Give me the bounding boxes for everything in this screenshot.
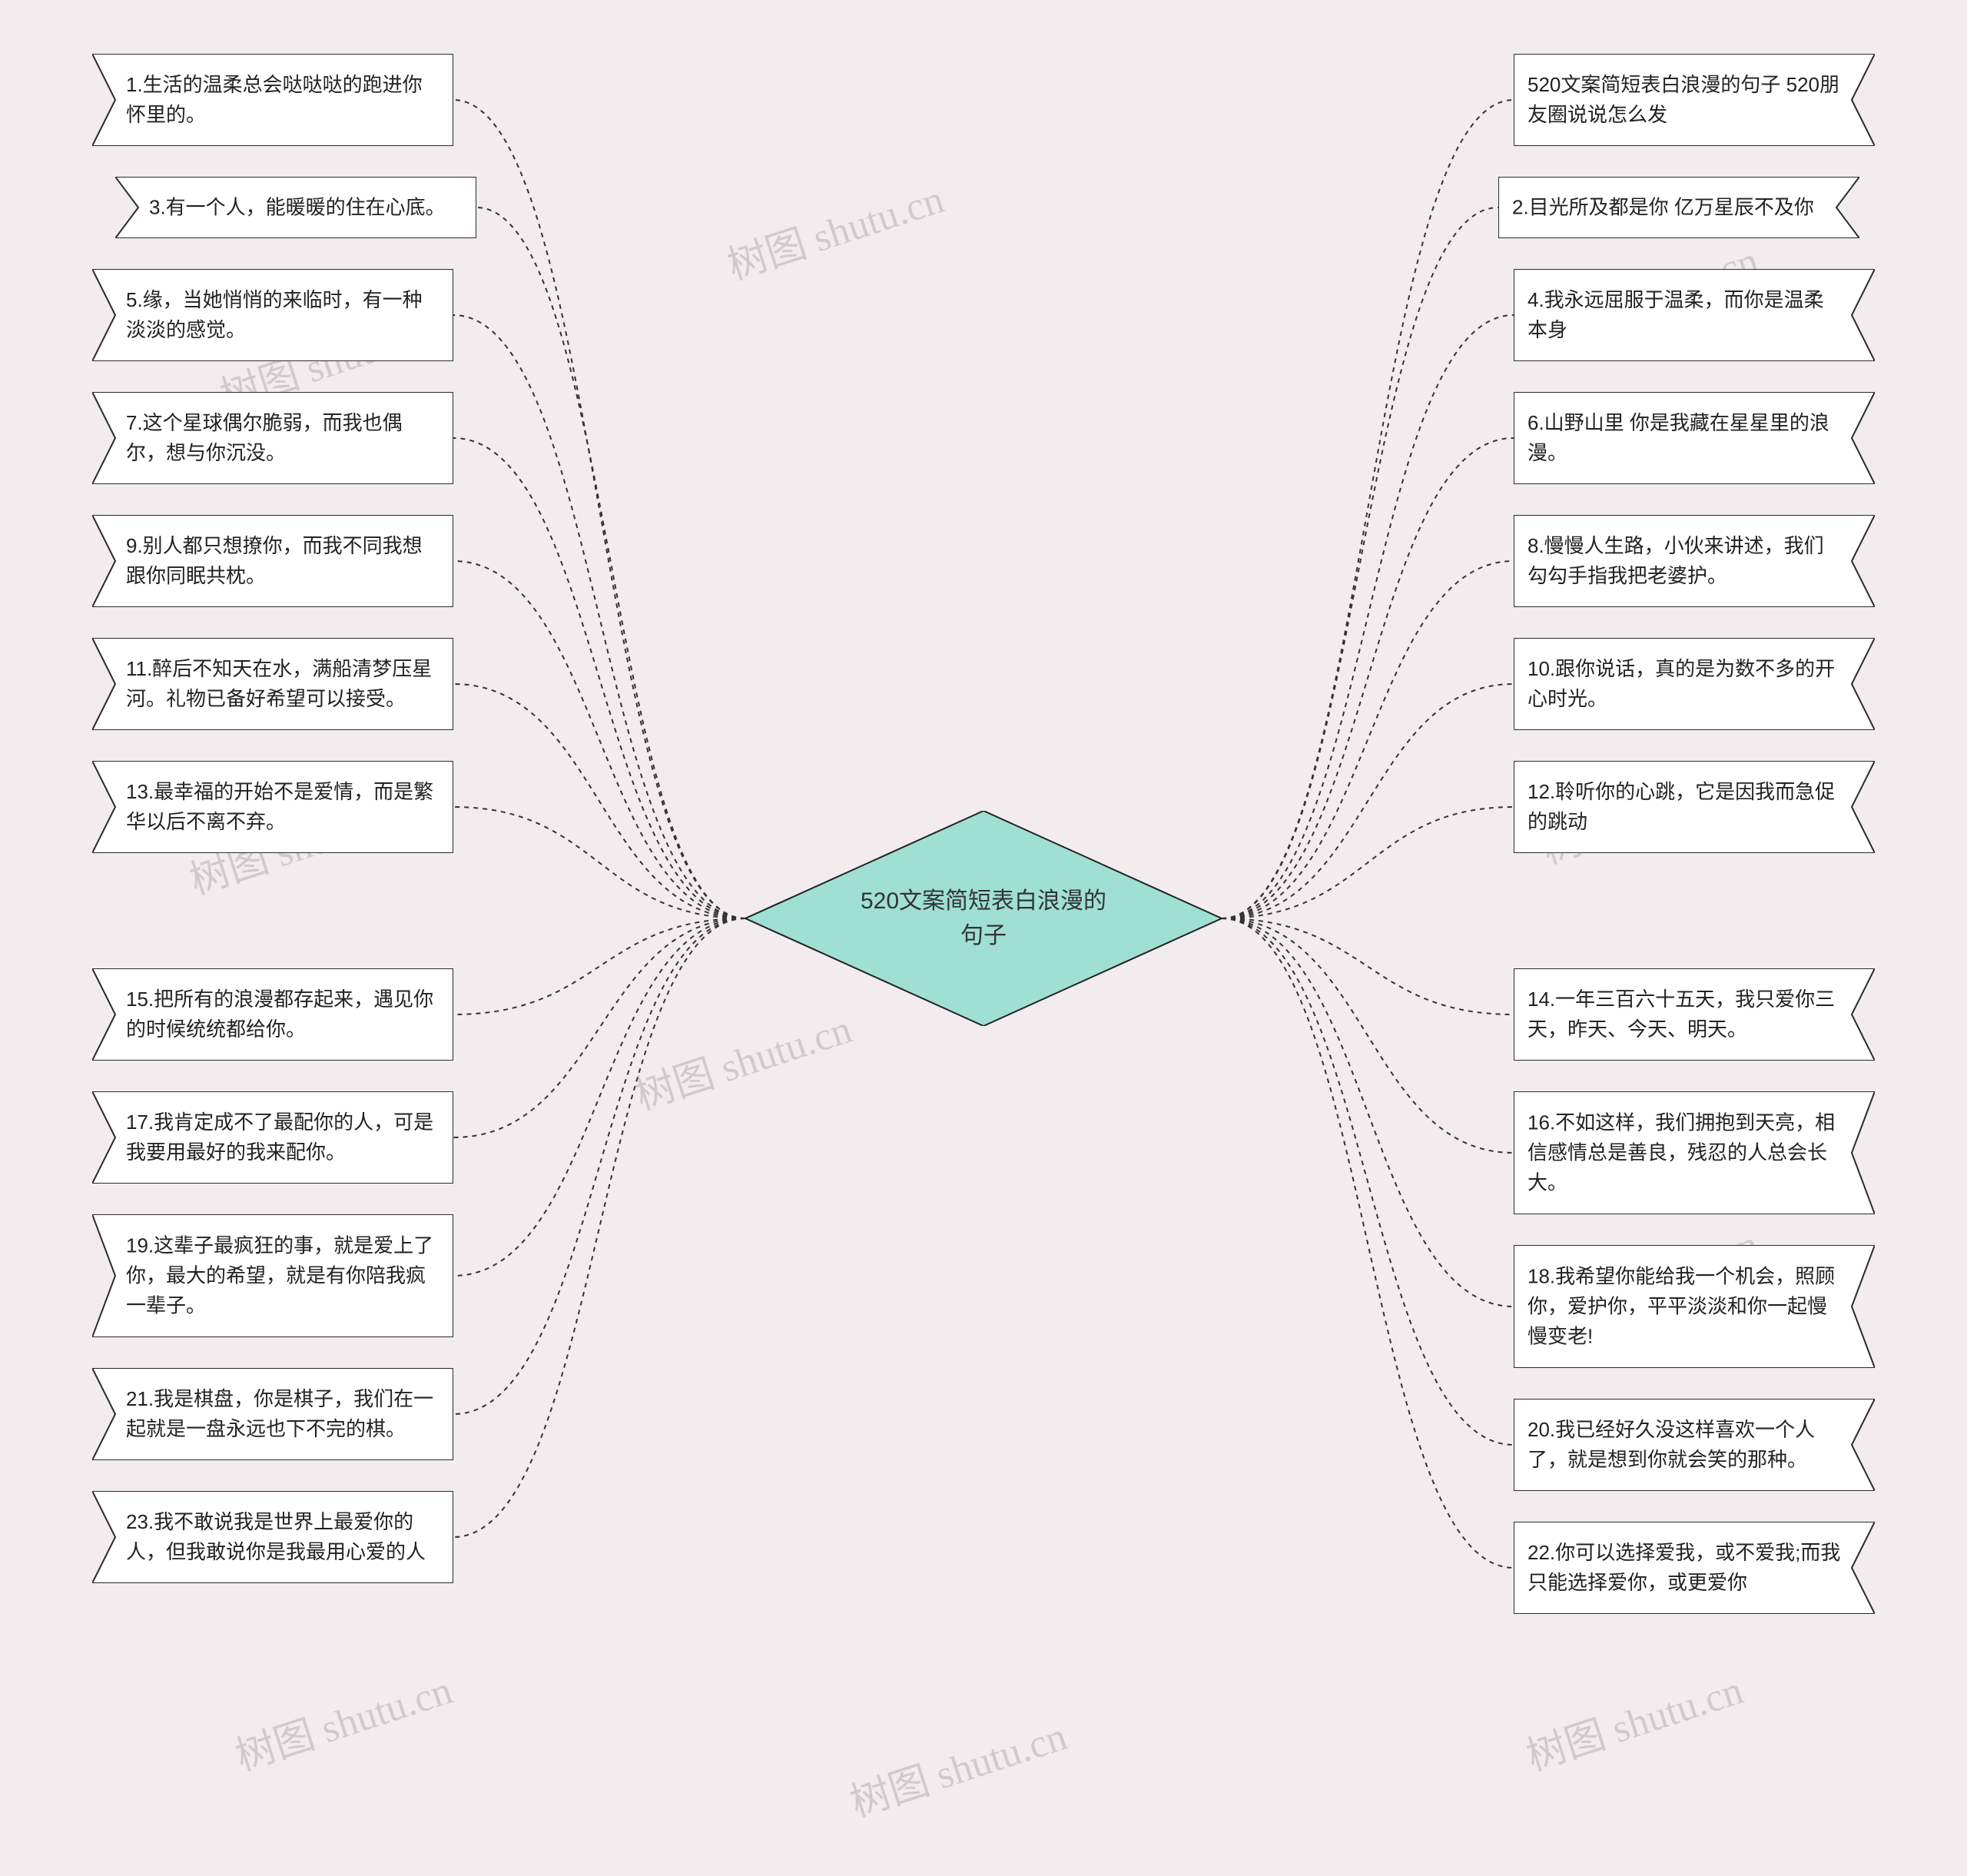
node-text: 6.山野山里 你是我藏在星星里的浪漫。 <box>1527 408 1841 468</box>
node-text: 1.生活的温柔总会哒哒哒的跑进你怀里的。 <box>126 70 440 130</box>
node-text: 3.有一个人，能暖暖的住在心底。 <box>149 193 463 223</box>
left-node: 13.最幸福的开始不是爱情，而是繁华以后不离不弃。 <box>92 761 453 853</box>
node-text: 13.最幸福的开始不是爱情，而是繁华以后不离不弃。 <box>126 777 440 837</box>
left-node: 7.这个星球偶尔脆弱，而我也偶尔，想与你沉没。 <box>92 392 453 484</box>
left-node: 23.我不敢说我是世界上最爱你的人，但我敢说你是我最用心爱的人 <box>92 1491 453 1583</box>
right-node: 520文案简短表白浪漫的句子 520朋友圈说说怎么发 <box>1514 54 1875 146</box>
node-text: 520文案简短表白浪漫的句子 520朋友圈说说怎么发 <box>1527 70 1841 130</box>
left-node: 5.缘，当她悄悄的来临时，有一种淡淡的感觉。 <box>92 269 453 361</box>
node-text: 9.别人都只想撩你，而我不同我想跟你同眠共枕。 <box>126 531 440 591</box>
right-node: 8.慢慢人生路，小伙来讲述，我们勾勾手指我把老婆护。 <box>1514 515 1875 607</box>
node-text: 10.跟你说话，真的是为数不多的开心时光。 <box>1527 654 1841 714</box>
left-node: 1.生活的温柔总会哒哒哒的跑进你怀里的。 <box>92 54 453 146</box>
watermark: 树图 shutu.cn <box>719 167 950 291</box>
node-text: 23.我不敢说我是世界上最爱你的人，但我敢说你是我最用心爱的人 <box>126 1507 440 1567</box>
center-title: 520文案简短表白浪漫的句子 <box>853 884 1114 953</box>
right-node: 22.你可以选择爱我，或不爱我;而我只能选择爱你，或更爱你 <box>1514 1522 1875 1614</box>
right-node: 20.我已经好久没这样喜欢一个人了，就是想到你就会笑的那种。 <box>1514 1399 1875 1491</box>
right-node: 10.跟你说话，真的是为数不多的开心时光。 <box>1514 638 1875 730</box>
node-text: 11.醉后不知天在水，满船清梦压星河。礼物已备好希望可以接受。 <box>126 654 440 714</box>
left-node: 19.这辈子最疯狂的事，就是爱上了你，最大的希望，就是有你陪我疯一辈子。 <box>92 1214 453 1337</box>
node-text: 14.一年三百六十五天，我只爱你三天，昨天、今天、明天。 <box>1527 984 1841 1044</box>
right-node: 12.聆听你的心跳，它是因我而急促的跳动 <box>1514 761 1875 853</box>
left-node: 21.我是棋盘，你是棋子，我们在一起就是一盘永远也下不完的棋。 <box>92 1368 453 1460</box>
node-text: 8.慢慢人生路，小伙来讲述，我们勾勾手指我把老婆护。 <box>1527 531 1841 591</box>
node-text: 12.聆听你的心跳，它是因我而急促的跳动 <box>1527 777 1841 837</box>
right-node: 16.不如这样，我们拥抱到天亮，相信感情总是善良，残忍的人总会长大。 <box>1514 1091 1875 1214</box>
node-text: 16.不如这样，我们拥抱到天亮，相信感情总是善良，残忍的人总会长大。 <box>1527 1108 1841 1198</box>
node-text: 5.缘，当她悄悄的来临时，有一种淡淡的感觉。 <box>126 285 440 345</box>
right-node: 6.山野山里 你是我藏在星星里的浪漫。 <box>1514 392 1875 484</box>
node-text: 17.我肯定成不了最配你的人，可是我要用最好的我来配你。 <box>126 1107 440 1167</box>
node-text: 4.我永远屈服于温柔，而你是温柔本身 <box>1527 285 1841 345</box>
right-node: 4.我永远屈服于温柔，而你是温柔本身 <box>1514 269 1875 361</box>
left-node: 15.把所有的浪漫都存起来，遇见你的时候统统都给你。 <box>92 968 453 1061</box>
right-node: 2.目光所及都是你 亿万星辰不及你 <box>1498 177 1859 238</box>
left-node: 17.我肯定成不了最配你的人，可是我要用最好的我来配你。 <box>92 1091 453 1184</box>
mindmap-canvas: 树图 shutu.cn 树图 shutu.cn 树图 shutu.cn 树图 shut… <box>0 0 1967 1876</box>
right-node: 14.一年三百六十五天，我只爱你三天，昨天、今天、明天。 <box>1514 968 1875 1061</box>
watermark: 树图 shutu.cn <box>842 1704 1073 1828</box>
node-text: 18.我希望你能给我一个机会，照顾你，爱护你，平平淡淡和你一起慢慢变老! <box>1527 1262 1841 1352</box>
right-node: 18.我希望你能给我一个机会，照顾你，爱护你，平平淡淡和你一起慢慢变老! <box>1514 1245 1875 1368</box>
node-text: 21.我是棋盘，你是棋子，我们在一起就是一盘永远也下不完的棋。 <box>126 1384 440 1444</box>
node-text: 20.我已经好久没这样喜欢一个人了，就是想到你就会笑的那种。 <box>1527 1415 1841 1475</box>
left-node: 11.醉后不知天在水，满船清梦压星河。礼物已备好希望可以接受。 <box>92 638 453 730</box>
watermark: 树图 shutu.cn <box>1518 1658 1750 1781</box>
left-node: 3.有一个人，能暖暖的住在心底。 <box>115 177 476 238</box>
watermark: 树图 shutu.cn <box>227 1658 459 1781</box>
node-text: 7.这个星球偶尔脆弱，而我也偶尔，想与你沉没。 <box>126 408 440 468</box>
node-text: 22.你可以选择爱我，或不爱我;而我只能选择爱你，或更爱你 <box>1527 1538 1841 1598</box>
node-text: 2.目光所及都是你 亿万星辰不及你 <box>1512 193 1826 223</box>
node-text: 19.这辈子最疯狂的事，就是爱上了你，最大的希望，就是有你陪我疯一辈子。 <box>126 1231 440 1321</box>
node-text: 15.把所有的浪漫都存起来，遇见你的时候统统都给你。 <box>126 984 440 1044</box>
center-node: 520文案简短表白浪漫的句子 <box>745 811 1222 1026</box>
left-node: 9.别人都只想撩你，而我不同我想跟你同眠共枕。 <box>92 515 453 607</box>
